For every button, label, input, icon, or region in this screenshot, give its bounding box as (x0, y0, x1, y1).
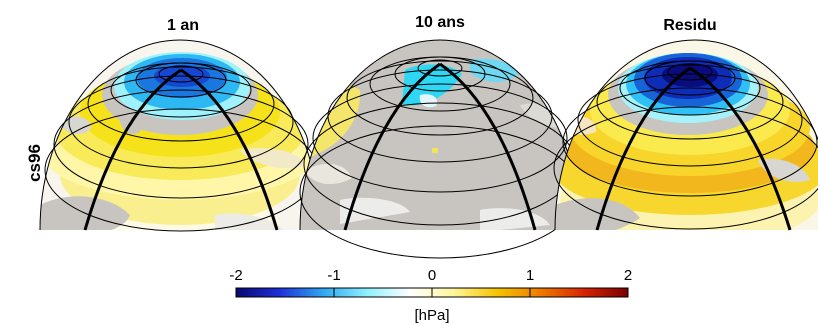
grid-residu (553, 39, 818, 231)
grid-1-an (39, 39, 321, 232)
colorbar-tick-label: -2 (229, 267, 242, 284)
colorbar-tick-label: -1 (327, 267, 340, 284)
panel-title-2: 10 ans (415, 14, 465, 31)
panel-title-1: 1 an (167, 17, 199, 34)
colorbar-tick-label: 0 (428, 267, 436, 284)
colorbar-tick-label: 1 (526, 267, 534, 284)
colorbar: -2 -1 0 1 2 [hPa] (229, 267, 632, 324)
grid-10-ans (299, 39, 581, 259)
colorbar-tick-label: 2 (624, 267, 632, 284)
row-label: cs96 (25, 144, 44, 182)
panel-title-3: Residu (663, 17, 716, 34)
colorbar-unit: [hPa] (414, 307, 449, 324)
